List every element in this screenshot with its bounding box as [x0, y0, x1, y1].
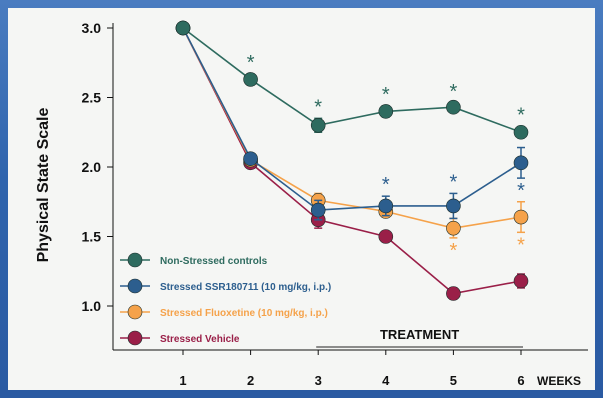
x-tick-label: 1: [179, 373, 186, 388]
x-ticks: 1 2 3 4 5 6: [179, 350, 525, 388]
legend-label: Non-Stressed controls: [160, 256, 268, 267]
x-tick-label: 6: [517, 373, 524, 388]
legend-item: Stressed Fluoxetine (10 mg/kg, i.p.): [120, 304, 328, 320]
line-chart: Physical State Scale WEEKS 3.0 2.5 2.0 1.5 1…: [35, 20, 588, 388]
legend-label: Stressed Fluoxetine (10 mg/kg, i.p.): [160, 308, 328, 319]
series-line: [182, 27, 522, 134]
data-point: [446, 99, 461, 115]
significance-star: *: [450, 81, 458, 103]
data-point: [446, 198, 461, 214]
legend-marker: [127, 330, 143, 346]
data-point: [446, 286, 461, 301]
significance-star: *: [517, 105, 525, 127]
legend-item: Stressed SSR180711 (10 mg/kg, i.p.): [120, 278, 331, 294]
series-line: [182, 27, 522, 211]
significance-star: *: [450, 171, 458, 193]
x-tick-label: 3: [315, 373, 322, 388]
data-point: [513, 209, 529, 225]
data-point: [243, 151, 258, 166]
treatment-annotation: TREATMENT: [316, 327, 523, 348]
data-point: [310, 118, 326, 133]
data-point: [378, 198, 394, 214]
significance-star: *: [314, 96, 322, 118]
significance-star: *: [247, 52, 255, 74]
significance-star: *: [517, 234, 525, 256]
data-point: [378, 104, 394, 119]
y-axis-label: Physical State Scale: [35, 108, 52, 263]
x-tick-label: 2: [247, 373, 254, 388]
series-1: * * * * *: [175, 20, 529, 140]
significance-star: *: [382, 84, 390, 106]
legend: Non-Stressed controls Stressed SSR180711 …: [120, 252, 331, 346]
y-tick-label: 3.0: [82, 20, 102, 36]
legend-marker: [127, 252, 143, 268]
legend-item: Stressed Vehicle: [120, 330, 240, 346]
data-point: [513, 155, 529, 171]
x-tick-label: 5: [450, 373, 457, 388]
plot-area: * ** * **** **: [175, 20, 529, 301]
legend-label: Stressed SSR180711 (10 mg/kg, i.p.): [160, 282, 331, 293]
y-ticks: 3.0 2.5 2.0 1.5 1.0: [82, 20, 113, 314]
data-point: [310, 202, 326, 218]
data-point: [513, 273, 529, 289]
legend-marker: [127, 304, 143, 320]
series-line: [182, 27, 522, 229]
significance-star: *: [382, 174, 390, 196]
y-tick-label: 1.5: [82, 229, 102, 245]
data-point: [175, 20, 191, 36]
legend-marker: [127, 278, 143, 294]
data-point: [513, 124, 529, 140]
x-axis-label: WEEKS: [537, 374, 581, 388]
y-tick-label: 1.0: [82, 298, 102, 314]
x-tick-label: 4: [382, 373, 390, 388]
legend-label: Stressed Vehicle: [160, 334, 240, 345]
data-point: [378, 229, 394, 244]
data-point: [243, 72, 258, 87]
data-point: [446, 220, 461, 236]
series-3: * *: [175, 20, 529, 262]
significance-star: *: [517, 180, 525, 202]
chart-panel: Physical State Scale WEEKS 3.0 2.5 2.0 1.5 1…: [8, 8, 595, 390]
series-line: [182, 27, 522, 295]
significance-star: *: [450, 240, 458, 262]
legend-item: Non-Stressed controls: [120, 252, 268, 268]
axes: [112, 23, 588, 351]
y-tick-label: 2.0: [82, 159, 102, 175]
treatment-label: TREATMENT: [380, 327, 459, 342]
y-tick-label: 2.5: [82, 90, 102, 106]
